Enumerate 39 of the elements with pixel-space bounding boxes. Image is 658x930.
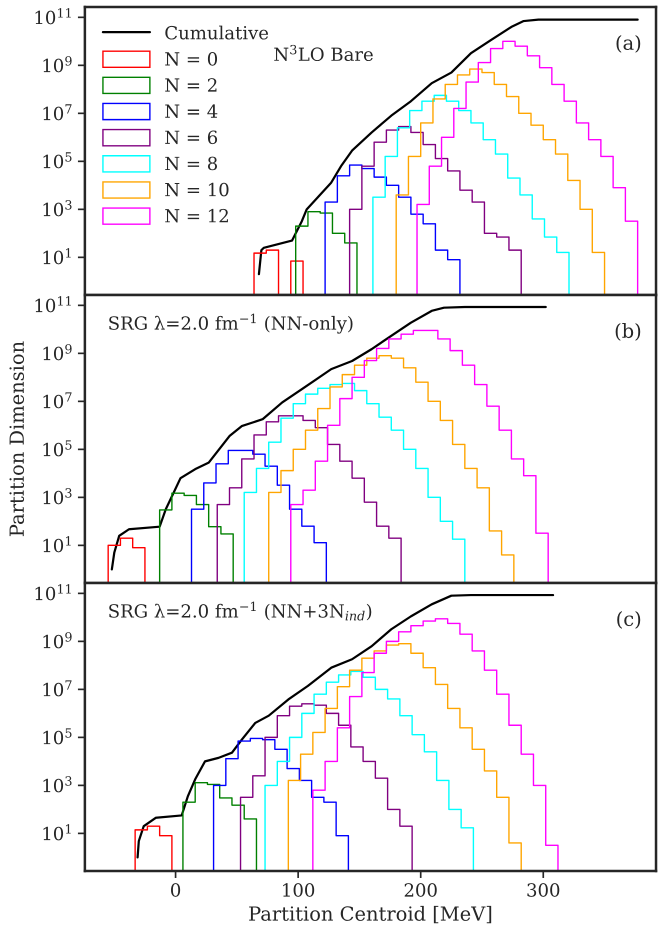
y-tick-label: 10$^{5}$: [44, 152, 72, 168]
y-tick-label: 10$^{7}$: [44, 680, 72, 696]
legend-label: N = 2: [165, 78, 216, 92]
legend-label: N = 12: [165, 208, 228, 223]
annotation: (c): [617, 611, 640, 629]
y-tick-label: 10$^{3}$: [44, 200, 72, 216]
x-axis-title: Partition Centroid [MeV]: [249, 906, 492, 924]
legend-label: N = 4: [165, 104, 218, 118]
annotation: SRG λ=2.0 fm$^{−1}$ (NN-only): [109, 314, 353, 334]
x-tick-label: 100: [283, 883, 314, 897]
y-tick-label: 10$^{9}$: [44, 632, 72, 648]
y-tick-label: 10$^{7}$: [44, 392, 72, 408]
y-tick-label: 10$^{5}$: [44, 440, 72, 456]
x-tick-label: 300: [527, 883, 560, 897]
annotation: (b): [616, 323, 640, 341]
y-tick-label: 10$^{7}$: [44, 104, 72, 120]
annotation: (a): [616, 35, 640, 53]
annotation: N$^{3}$LO Bare: [274, 44, 373, 62]
y-tick-label: 10$^{11}$: [36, 296, 71, 312]
legend-label: N = 8: [165, 156, 218, 170]
y-tick-label: 10$^{11}$: [36, 8, 71, 24]
line-series: [110, 306, 547, 570]
y-tick-label: 10$^{1}$: [44, 824, 71, 840]
y-tick-label: 10$^{5}$: [44, 728, 72, 744]
legend-label: N = 6: [165, 130, 218, 144]
y-tick-label: 10$^{3}$: [44, 488, 72, 504]
y-tick-label: 10$^{9}$: [44, 344, 72, 360]
y-tick-label: 10$^{3}$: [44, 776, 72, 792]
y-axis-title: Partition Dimension: [9, 341, 24, 536]
x-tick-label: 200: [404, 883, 437, 897]
y-tick-label: 10$^{1}$: [44, 248, 71, 264]
y-tick-label: 10$^{1}$: [44, 536, 71, 552]
y-tick-label: 10$^{9}$: [44, 56, 72, 72]
y-tick-label: 10$^{11}$: [36, 584, 71, 600]
x-tick-label: 0: [171, 883, 180, 897]
annotation: SRG λ=2.0 fm$^{−1}$ (NN+3N$_{ind}$): [109, 602, 372, 620]
legend-label: Cumulative: [165, 26, 268, 40]
legend-label: N = 10: [165, 182, 229, 196]
legend-label: N = 0: [165, 52, 218, 66]
